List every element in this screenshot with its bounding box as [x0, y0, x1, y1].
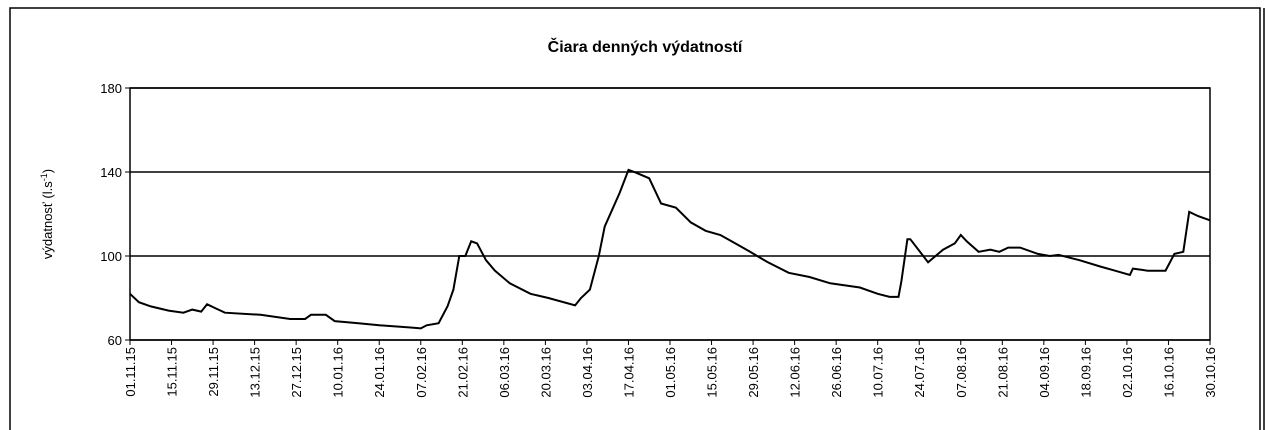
x-tick-label: 24.01.16	[372, 347, 387, 398]
x-tick-label: 01.11.15	[123, 347, 138, 397]
y-axis-label: výdatnosť (l.s-1)	[39, 169, 55, 259]
x-tick-label: 10.07.16	[871, 347, 886, 398]
x-tick-label: 10.01.16	[331, 347, 346, 398]
x-tick-label: 07.02.16	[414, 347, 429, 398]
plot-area	[129, 87, 1211, 341]
y-tick-label: 140	[100, 165, 122, 180]
x-tick-label: 04.09.16	[1037, 347, 1052, 398]
x-tick-label: 18.09.16	[1078, 347, 1093, 398]
x-tick-label: 07.08.16	[954, 347, 969, 398]
x-tick-label: 12.06.16	[788, 347, 803, 398]
x-tick-label: 01.05.16	[663, 347, 678, 398]
x-tick-label: 15.11.15	[165, 347, 180, 397]
x-tick-label: 21.02.16	[455, 347, 470, 398]
y-axis-label-sup: -1	[39, 173, 49, 181]
y-tick-label: 180	[100, 81, 122, 96]
x-tick-label: 15.05.16	[705, 347, 720, 398]
x-tick-label: 02.10.16	[1120, 347, 1135, 398]
x-tick-label: 29.11.15	[206, 347, 221, 397]
chart-title: Čiara denných výdatností	[548, 37, 743, 56]
x-tick-label: 26.06.16	[829, 347, 844, 398]
x-tick-label: 27.12.15	[289, 347, 304, 398]
x-tick-label: 24.07.16	[912, 347, 927, 398]
x-tick-label: 29.05.16	[746, 347, 761, 398]
x-tick-label: 17.04.16	[621, 347, 636, 398]
y-axis-label-text: výdatnosť (l.s	[40, 181, 55, 259]
y-tick-label: 100	[100, 249, 122, 264]
x-tick-label: 30.10.16	[1203, 347, 1218, 398]
frame	[9, 7, 1261, 430]
y-axis-label-end: )	[40, 169, 55, 173]
x-tick-label: 03.04.16	[580, 347, 595, 398]
x-tick-label: 13.12.15	[248, 347, 263, 398]
data-line	[129, 168, 1211, 330]
x-tick-label: 21.08.16	[995, 347, 1010, 398]
x-tick-label: 20.03.16	[538, 347, 553, 398]
x-tick-label: 06.03.16	[497, 347, 512, 398]
x-tick-label: 16.10.16	[1161, 347, 1176, 398]
y-tick-label: 60	[108, 333, 122, 348]
